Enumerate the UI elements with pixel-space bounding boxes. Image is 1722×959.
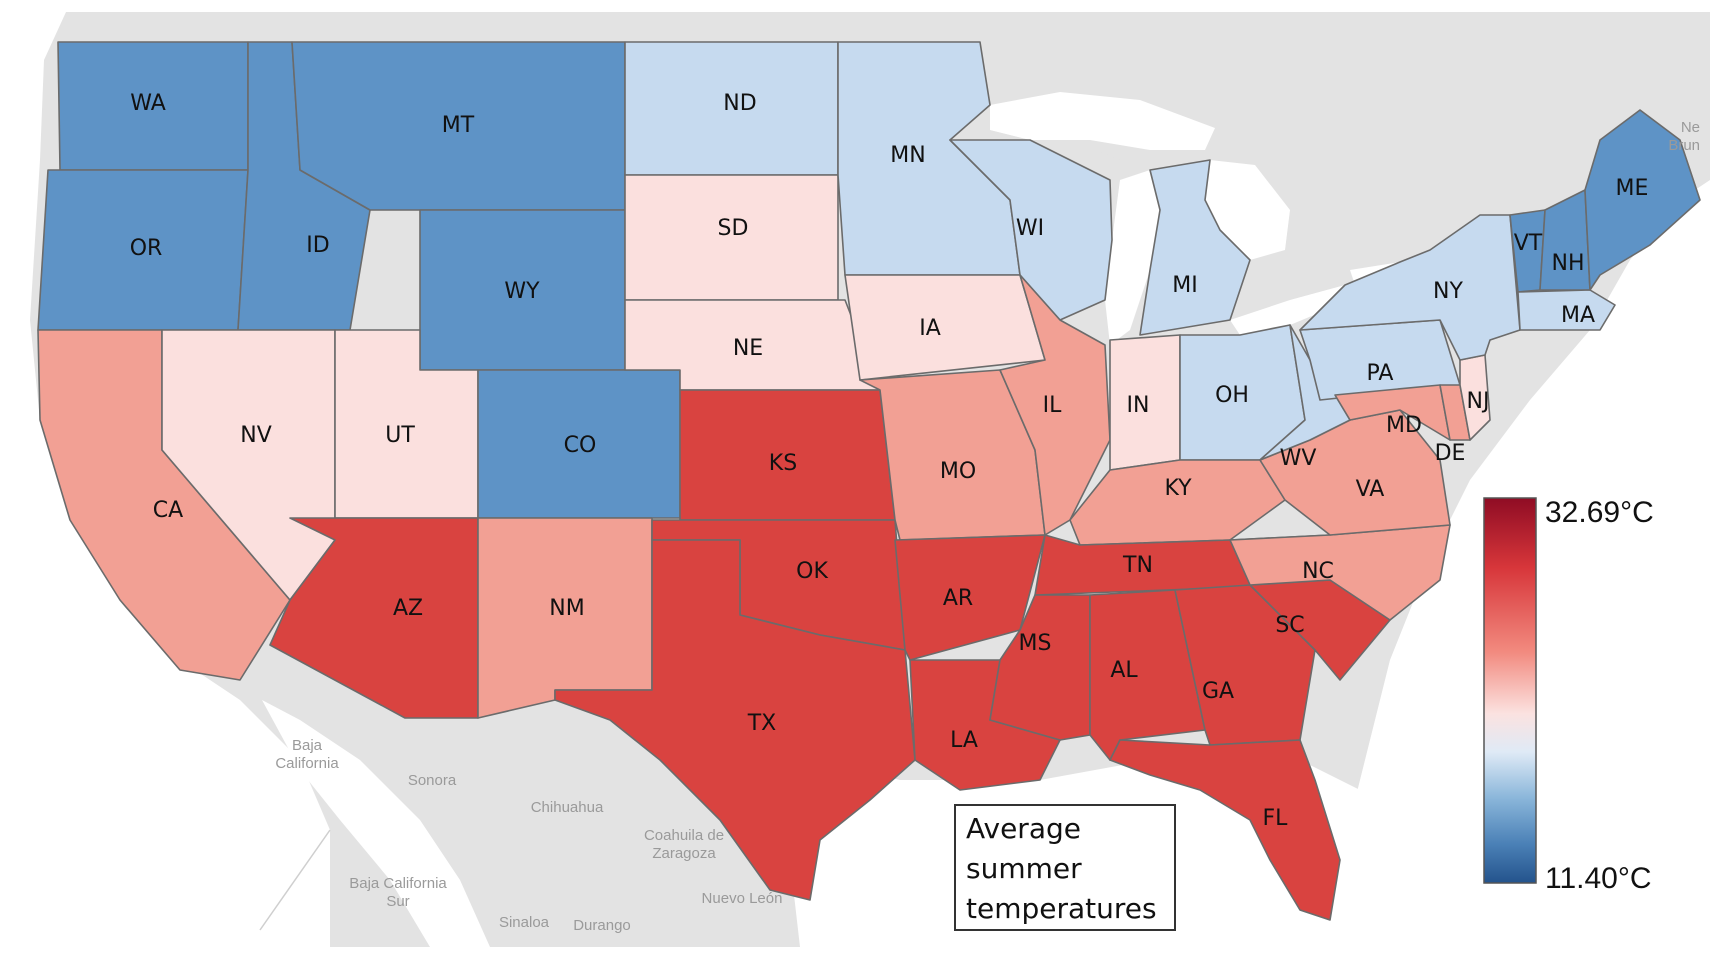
state-label-nh: NH <box>1552 251 1585 276</box>
state-label-nm: NM <box>549 596 584 621</box>
state-label-oh: OH <box>1215 383 1249 408</box>
canada-land <box>850 12 1710 330</box>
state-label-nv: NV <box>240 423 272 448</box>
state-label-ca: CA <box>153 498 183 523</box>
state-label-al: AL <box>1110 658 1138 683</box>
legend-colorbar <box>1483 497 1537 884</box>
state-AR <box>894 534 1046 661</box>
state-label-ok: OK <box>796 559 828 584</box>
state-labels: WA MT ND MN OR ID SD WI WY MI ME VT NH NY MA IA NE PA NJ NV… <box>130 91 1649 831</box>
state-label-ar: AR <box>943 586 973 611</box>
place-labels: Baja California Sonora Chihuahua Coahuila de… <box>275 119 1700 934</box>
place-label: Baja California <box>275 737 339 772</box>
state-label-ny: NY <box>1433 279 1463 304</box>
state-label-co: CO <box>564 433 597 458</box>
state-label-in: IN <box>1127 393 1150 418</box>
caption-line-3: temperatures <box>966 892 1157 925</box>
caption-line-2: summer <box>966 852 1082 885</box>
state-TX <box>554 539 916 901</box>
place-label: Durango <box>573 917 631 934</box>
state-label-mo: MO <box>940 459 976 484</box>
state-label-tn: TN <box>1122 553 1153 578</box>
atlantic-ocean <box>1340 12 1710 947</box>
caption-box <box>954 804 1176 931</box>
state-ME <box>1584 109 1701 291</box>
state-MD <box>1334 384 1451 441</box>
state-label-tx: TX <box>747 711 777 736</box>
lake-huron <box>1205 160 1290 260</box>
place-label: Chihuahua <box>531 799 604 816</box>
state-label-ga: GA <box>1202 679 1234 704</box>
state-label-id: ID <box>306 233 329 258</box>
state-label-wi: WI <box>1016 216 1044 241</box>
state-label-il: IL <box>1043 393 1062 418</box>
state-label-me: ME <box>1616 176 1649 201</box>
lake-superior <box>990 92 1215 150</box>
legend-max-label: 32.69°C <box>1545 496 1654 529</box>
place-label: Ne Brun <box>1668 119 1700 154</box>
lake-michigan <box>1105 170 1160 345</box>
state-NY <box>1299 214 1521 361</box>
legend-min-label: 11.40°C <box>1545 862 1652 895</box>
state-label-de: DE <box>1435 441 1466 466</box>
pacific-ocean <box>14 12 330 947</box>
state-label-mn: MN <box>890 143 925 168</box>
state-label-md: MD <box>1386 413 1422 438</box>
state-MA <box>1517 289 1616 331</box>
mexico-outline <box>259 829 331 931</box>
state-label-nj: NJ <box>1467 389 1490 414</box>
place-label: Coahuila de Zaragoza <box>644 827 724 862</box>
state-label-sd: SD <box>718 216 749 241</box>
place-label: Baja California Sur <box>349 875 447 910</box>
map-caption: Average summer temperatures <box>954 804 1176 931</box>
state-label-az: AZ <box>393 596 423 621</box>
place-label: Sonora <box>408 772 457 789</box>
state-label-vt: VT <box>1514 231 1543 256</box>
state-label-ia: IA <box>919 316 941 341</box>
state-label-fl: FL <box>1263 806 1289 831</box>
state-label-la: LA <box>950 728 978 753</box>
state-label-mt: MT <box>442 113 475 138</box>
state-label-wy: WY <box>504 279 540 304</box>
state-label-sc: SC <box>1275 613 1304 638</box>
state-label-wv: WV <box>1280 446 1317 471</box>
state-label-or: OR <box>130 236 163 261</box>
state-label-mi: MI <box>1172 273 1197 298</box>
place-label: Nuevo León <box>702 890 783 907</box>
state-label-ks: KS <box>769 451 797 476</box>
state-label-va: VA <box>1356 477 1385 502</box>
caption-line-1: Average <box>966 812 1081 845</box>
state-label-ms: MS <box>1019 631 1052 656</box>
state-FL <box>1109 739 1341 921</box>
state-label-pa: PA <box>1367 361 1394 386</box>
state-label-ne: NE <box>733 336 763 361</box>
lake-erie <box>1230 285 1350 335</box>
state-label-ut: UT <box>385 423 415 448</box>
state-MI <box>1139 159 1251 336</box>
state-IL <box>999 274 1111 536</box>
state-label-ma: MA <box>1561 303 1595 328</box>
place-label: Sinaloa <box>499 914 550 931</box>
state-label-ky: KY <box>1164 476 1192 501</box>
color-legend: 32.69°C 11.40°C <box>1483 496 1654 895</box>
states-layer <box>37 41 1701 921</box>
state-label-nd: ND <box>723 91 756 116</box>
gulf-of-california <box>262 700 490 947</box>
state-WI <box>949 139 1113 321</box>
state-label-nc: NC <box>1302 559 1334 584</box>
state-label-wa: WA <box>130 91 166 116</box>
